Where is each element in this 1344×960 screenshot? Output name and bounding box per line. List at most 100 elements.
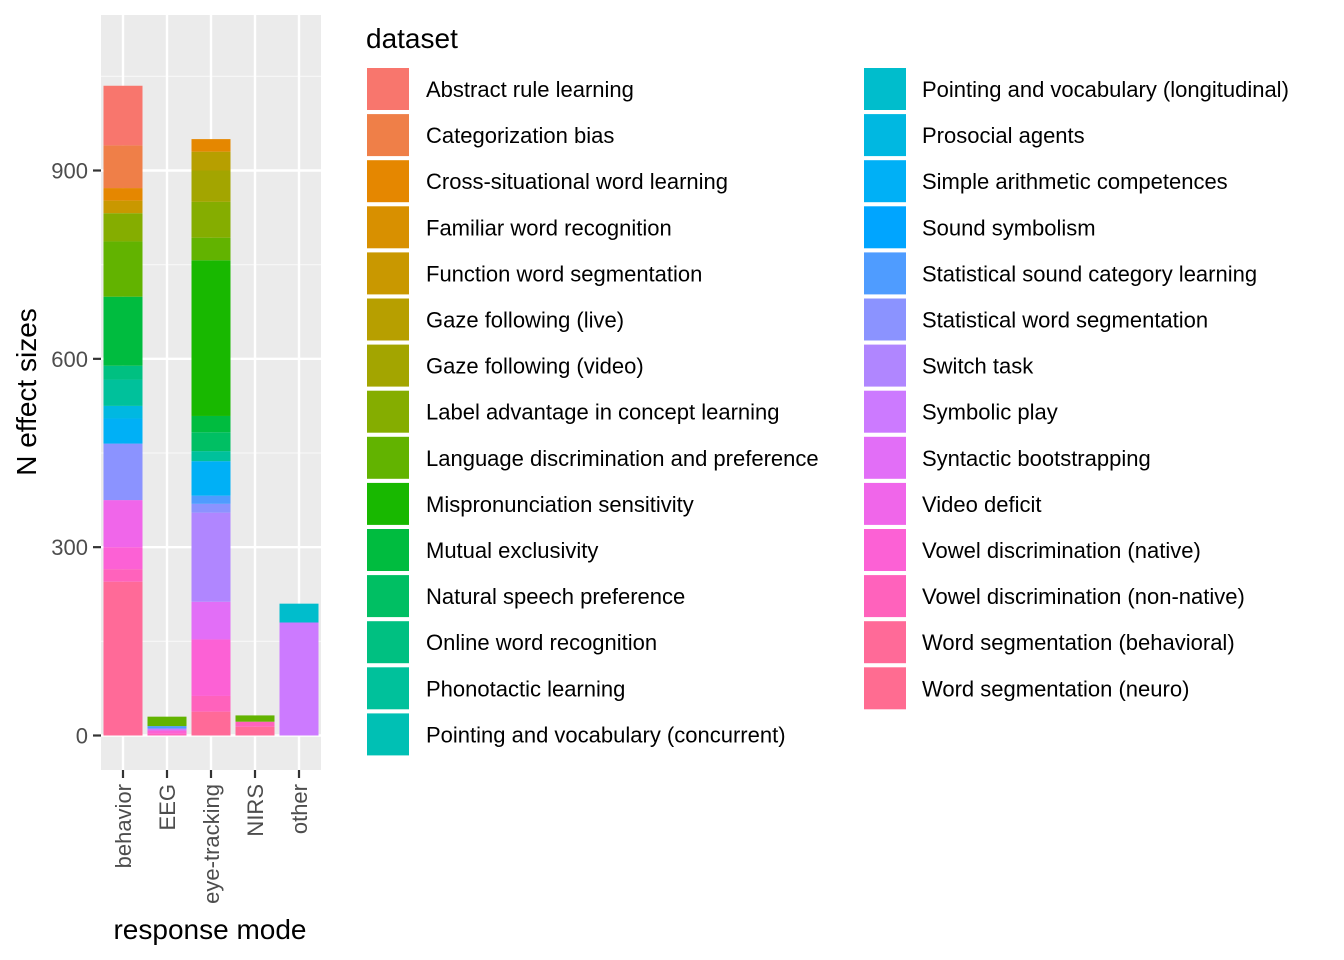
bar-segment [103,418,143,444]
legend-swatch [864,529,906,571]
legend-label: Video deficit [922,492,1041,517]
legend-label: Cross-situational word learning [426,169,728,194]
bars [103,85,319,736]
legend-label: Mutual exclusivity [426,538,598,563]
legend-swatch [367,621,409,664]
legend-label: Sound symbolism [922,215,1096,240]
legend-label: Simple arithmetic competences [922,169,1228,194]
bar-segment [191,512,231,602]
legend-item: Cross-situational word learning [367,160,728,203]
bar-segment [191,170,231,202]
legend-item: Online word recognition [367,621,657,664]
bar-segment [103,443,143,501]
legend-item: Mutual exclusivity [367,529,598,571]
bar-segment [191,639,231,696]
y-tick-label: 600 [51,347,88,372]
legend-swatch [864,160,906,203]
bar-segment [191,601,231,640]
legend-item: Syntactic bootstrapping [864,436,1151,479]
legend-item: Natural speech preference [367,575,685,618]
legend-swatch [367,160,409,203]
bar-segment [279,603,319,623]
legend-label: Prosocial agents [922,123,1085,148]
legend-swatch [864,114,906,157]
legend-item: Word segmentation (behavioral) [864,621,1235,664]
bar-segment [191,139,231,152]
legend-label: Word segmentation (behavioral) [922,630,1235,655]
bar-segment [147,730,187,734]
bar-segment [191,260,231,416]
axes: 0 300 600 900 behavior EEG eye-tracking NIRS oth… [51,159,312,904]
y-axis-title: N effect sizes [11,308,42,476]
legend-item: Language discrimination and preference [367,436,819,479]
bar-segment [103,145,143,189]
legend-swatch [367,114,409,157]
bar-segment [191,451,231,462]
bar-segment [279,622,319,736]
bar-segment [103,296,143,366]
legend-item: Mispronunciation sensitivity [367,482,694,525]
legend-swatch [367,298,409,341]
x-tick-label: NIRS [243,784,268,837]
legend-swatch [864,68,906,110]
legend: Abstract rule learning Categorization bia… [367,68,1289,756]
bar-segment [103,85,143,146]
legend-label: Word segmentation (neuro) [922,676,1189,701]
bar-segment [103,569,143,582]
legend-label: Statistical word segmentation [922,308,1208,333]
bar-segment [191,432,231,452]
bar-segment [191,461,231,496]
legend-swatch [864,344,906,387]
bar-segment [147,733,187,736]
legend-swatch [864,390,906,433]
bar-segment [191,695,231,712]
legend-label: Pointing and vocabulary (longitudinal) [922,77,1289,102]
legend-label: Abstract rule learning [426,77,634,102]
bar-segment [103,188,143,201]
legend-swatch [864,252,906,295]
legend-label: Vowel discrimination (non-native) [922,584,1245,609]
legend-label: Function word segmentation [426,261,702,286]
bar-segment [103,241,143,297]
legend-label: Syntactic bootstrapping [922,446,1151,471]
x-tick-label: eye-tracking [199,784,224,904]
x-tick-label: behavior [111,784,136,868]
legend-label: Gaze following (live) [426,308,624,333]
legend-swatch [864,436,906,479]
bar-segment [191,151,231,171]
legend-item: Function word segmentation [367,252,702,295]
legend-label: Natural speech preference [426,584,685,609]
legend-swatch [367,529,409,571]
x-axis-title: response mode [113,914,306,945]
legend-item: Vowel discrimination (native) [864,529,1201,571]
legend-swatch [367,344,409,387]
legend-label: Switch task [922,354,1034,379]
bar-segment [191,415,231,433]
bar-segment [147,716,187,727]
legend-item: Pointing and vocabulary (longitudinal) [864,68,1289,110]
bar-segment [235,715,275,722]
bar-segment [191,495,231,504]
legend-label: Mispronunciation sensitivity [426,492,694,517]
legend-item: Sound symbolism [864,206,1096,249]
legend-item: Video deficit [864,482,1041,525]
legend-label: Phonotactic learning [426,676,625,701]
bar-segment [147,728,187,731]
bar-segment [103,547,143,570]
legend-item: Prosocial agents [864,114,1085,157]
legend-item: Switch task [864,344,1034,387]
legend-swatch [367,206,409,249]
bar-segment [103,365,143,380]
x-tick-label: EEG [155,784,180,830]
legend-label: Familiar word recognition [426,215,672,240]
bar-segment [191,503,231,513]
legend-item: Pointing and vocabulary (concurrent) [367,713,786,756]
legend-item: Vowel discrimination (non-native) [864,575,1245,618]
legend-item: Label advantage in concept learning [367,390,780,433]
bar-segment [191,201,231,238]
legend-swatch [864,621,906,664]
legend-label: Vowel discrimination (native) [922,538,1201,563]
legend-item: Abstract rule learning [367,68,634,110]
legend-item: Simple arithmetic competences [864,160,1228,203]
